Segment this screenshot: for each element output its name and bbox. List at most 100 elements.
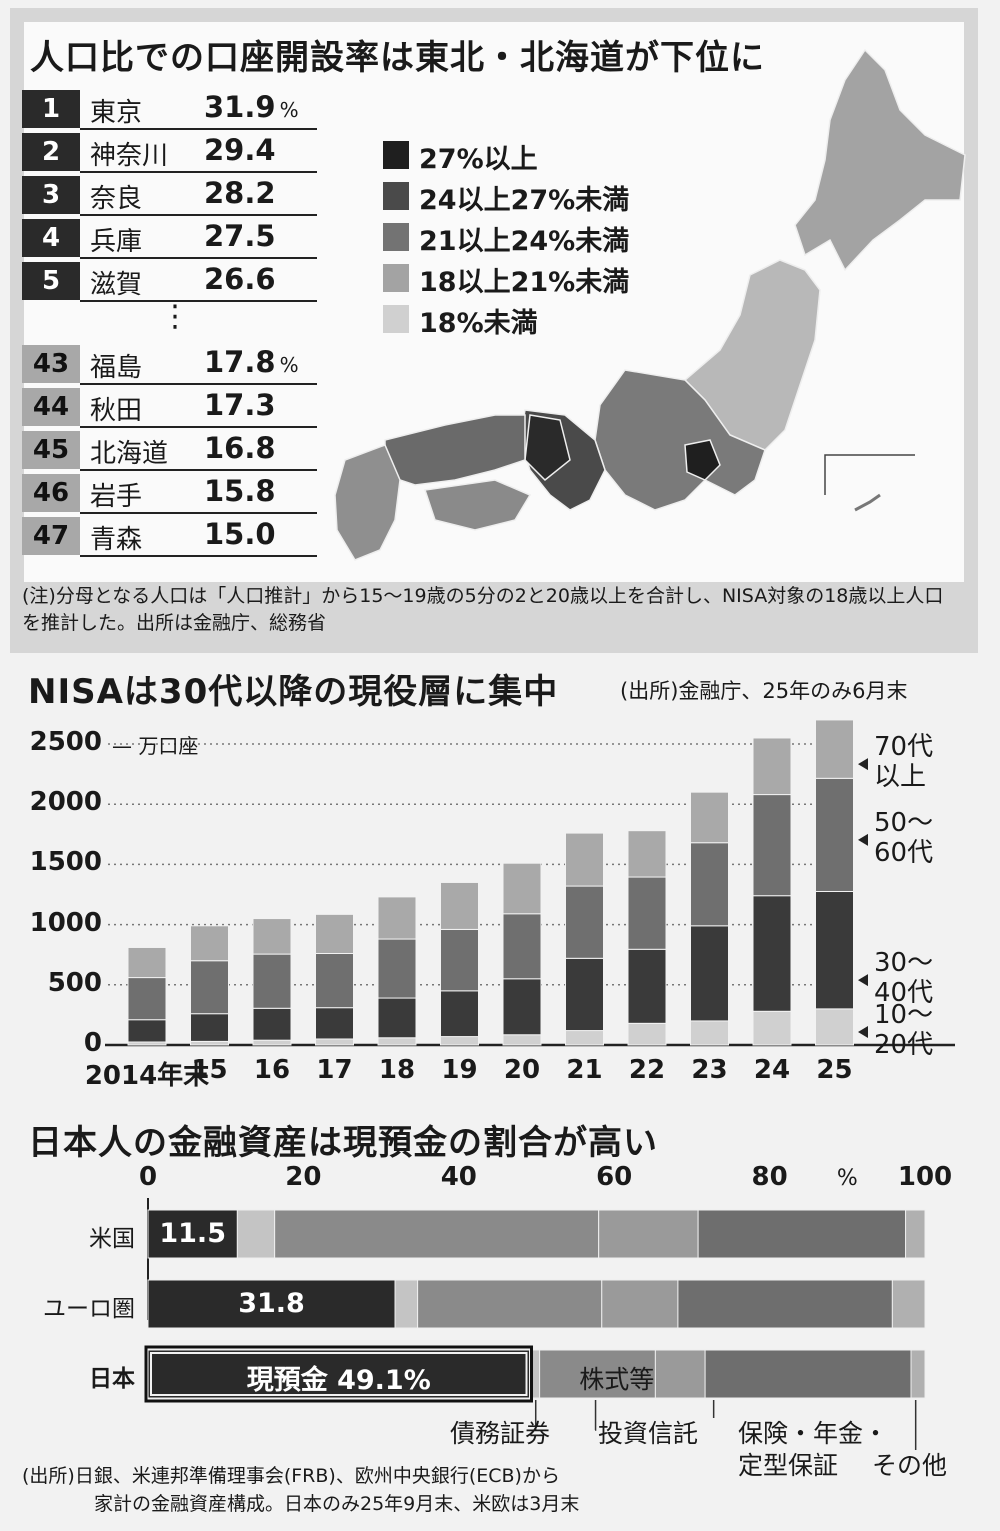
bar-segment: [252, 1007, 292, 1041]
rank-divider: [80, 426, 317, 428]
series-label-line: 50～: [874, 807, 934, 838]
legend-swatch: [383, 305, 409, 333]
top-rank-row: 1 東京 31.9%: [22, 90, 317, 130]
bar-segment: [905, 1209, 926, 1259]
bar-segment: [315, 913, 354, 954]
asset-title: 日本人の金融資産は現預金の割合が高い: [28, 1123, 658, 1163]
x-tick-label: 22: [628, 1055, 666, 1085]
bar-segment: [252, 1039, 292, 1046]
map-hokkaido: [794, 48, 966, 272]
series-label: 70代 以上: [874, 732, 933, 792]
country-label: ユーロ圏: [43, 1296, 135, 1322]
bar-segment: [127, 1019, 167, 1043]
bar-segment: [440, 881, 479, 930]
bar-segment: [417, 1279, 603, 1329]
japan-highlight-inner: [150, 1352, 528, 1396]
bar-segment: [654, 1349, 706, 1399]
map-okinawa-frame: [824, 454, 915, 495]
series-label-line: 30～: [874, 948, 934, 979]
series-label-line: 70代: [874, 732, 934, 763]
asset-category-label: 保険・年金・: [738, 1419, 889, 1448]
top-rank-row: 5 滋賀 26.6: [22, 262, 317, 302]
rank-value: 31.9%: [204, 90, 299, 124]
x-tick-label: 0: [138, 1162, 158, 1192]
rank-divider: [80, 257, 317, 259]
x-tick-label: 2014年末: [84, 1061, 210, 1091]
x-tick-label: 23: [691, 1055, 728, 1085]
bar-segment: [147, 1349, 531, 1399]
prefecture-name: 秋田: [90, 396, 143, 426]
bar-segment: [565, 957, 604, 1032]
series-pointer: [858, 833, 868, 846]
rank-number: 4: [22, 219, 80, 257]
bar-segment: [440, 928, 479, 992]
rank-divider: [80, 469, 317, 471]
map-tohoku: [683, 259, 821, 451]
rank-number: 44: [22, 388, 80, 426]
rank-value: 29.4: [204, 133, 276, 167]
bar-segment: [127, 977, 167, 1021]
bottom-rank-row: 44 秋田 17.3: [22, 388, 317, 428]
bar-segment: [502, 862, 542, 915]
bar-segment: [252, 918, 292, 955]
rank-value: 15.0: [204, 517, 276, 551]
bottom-rank-row: 46 岩手 15.8: [22, 474, 317, 514]
rank-divider: [80, 300, 317, 302]
cash-value-label: 11.5: [159, 1218, 226, 1249]
nisa-source: (出所)金融庁、25年のみ6月末: [620, 679, 908, 703]
rank-ellipsis: ⋮: [160, 299, 190, 334]
asset-source: (出所)日銀、米連邦準備理事会(FRB)、欧州中央銀行(ECB)から 家計の金融…: [22, 1462, 579, 1518]
x-tick-label: 24: [753, 1055, 791, 1085]
series-label-line: 60代: [874, 837, 934, 868]
bar-segment: [752, 895, 792, 1012]
legend-swatch: [383, 223, 409, 251]
bar-segment: [565, 1030, 604, 1046]
bar-segment: [377, 938, 417, 999]
legend-label: 18%未満: [419, 308, 538, 339]
country-label: 日本: [89, 1366, 135, 1392]
map-okinawa: [854, 493, 881, 512]
prefecture-name: 神奈川: [90, 141, 169, 171]
y-tick-label: 2500: [29, 727, 102, 757]
prefecture-name: 奈良: [90, 184, 143, 214]
bar-segment: [147, 1279, 396, 1329]
rank-value: 27.5: [204, 219, 276, 253]
bar-segment: [315, 1038, 354, 1046]
map-title: 人口比での口座開設率は東北・北海道が下位に: [30, 38, 765, 78]
series-label-line: 40代: [874, 978, 934, 1009]
bar-segment: [440, 990, 479, 1038]
asset-category-label: 債務証券: [450, 1419, 551, 1448]
bottom-rank-row: 43 福島 17.8%: [22, 345, 317, 385]
rank-number: 47: [22, 517, 80, 555]
prefecture-name: 岩手: [90, 482, 143, 512]
series-label: 50～ 60代: [874, 808, 933, 868]
percent-unit: %: [279, 353, 299, 377]
bar-segment: [252, 953, 292, 1009]
bar-segment: [601, 1279, 679, 1329]
bar-segment: [815, 1008, 854, 1046]
bar-segment: [502, 1034, 542, 1046]
x-tick-label: 20: [503, 1055, 541, 1085]
bar-segment: [190, 925, 229, 962]
bar-segment: [704, 1349, 912, 1399]
map-hyogo: [524, 414, 571, 482]
prefecture-name: 東京: [90, 98, 143, 128]
bar-segment: [627, 1022, 667, 1046]
bar-segment: [377, 1037, 417, 1046]
top-rank-row: 2 神奈川 29.4: [22, 133, 317, 173]
legend-label: 21以上24%未満: [419, 226, 630, 257]
cash-value-label: 31.8: [238, 1288, 305, 1319]
y-unit-label: — 万口座: [112, 734, 199, 758]
japan-map: [334, 48, 966, 561]
bar-segment: [627, 876, 667, 950]
bar-segment: [690, 1020, 729, 1046]
x-tick-label: 60: [596, 1162, 633, 1192]
bottom-rank-row: 45 北海道 16.8: [22, 431, 317, 471]
bar-segment: [440, 1036, 479, 1046]
x-tick-label: 40: [440, 1162, 477, 1192]
asset-source-line1: (出所)日銀、米連邦準備理事会(FRB)、欧州中央銀行(ECB)から: [22, 1465, 560, 1487]
series-label-line: 以上: [874, 762, 927, 793]
y-tick-label: 2000: [29, 787, 102, 818]
series-label: 10～ 20代: [874, 1000, 933, 1060]
rank-divider: [80, 128, 317, 130]
